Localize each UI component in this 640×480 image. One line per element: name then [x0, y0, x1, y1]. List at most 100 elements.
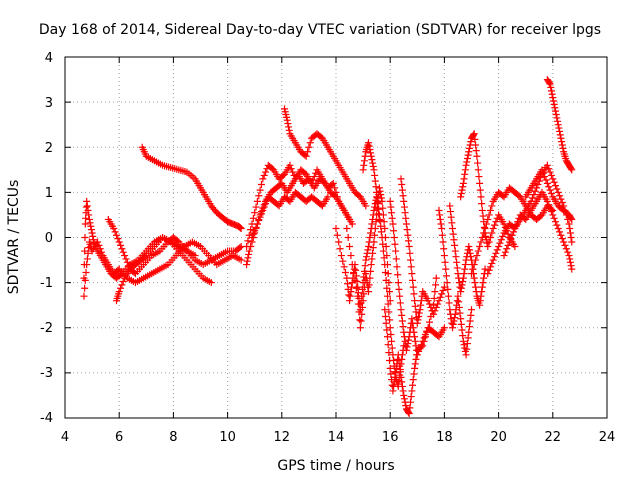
data-point	[371, 177, 379, 185]
data-point	[375, 211, 383, 219]
data-point	[547, 83, 555, 91]
data-point	[557, 195, 565, 203]
data-point	[451, 241, 459, 249]
data-point	[467, 253, 475, 261]
data-point	[96, 245, 104, 253]
data-point	[454, 292, 462, 300]
data-point	[403, 226, 411, 234]
data-point	[530, 191, 538, 199]
series-arc-h	[281, 105, 370, 210]
series-arc-p	[435, 206, 475, 359]
data-point	[362, 253, 370, 261]
x-tick-label: 22	[545, 430, 562, 445]
data-point	[249, 214, 257, 222]
data-point	[486, 263, 494, 271]
data-point	[404, 231, 412, 239]
data-point	[121, 252, 129, 260]
data-point	[390, 234, 398, 241]
axis-ticks	[64, 56, 608, 419]
data-point	[400, 395, 408, 403]
data-point	[538, 166, 546, 174]
data-point	[375, 205, 383, 213]
data-point	[425, 318, 433, 326]
data-point	[466, 249, 474, 257]
data-point	[377, 222, 385, 230]
data-point	[367, 149, 375, 157]
data-point	[475, 173, 483, 181]
data-point	[360, 161, 368, 169]
data-point	[390, 227, 398, 235]
data-point	[566, 224, 574, 232]
data-point	[461, 265, 469, 273]
data-point	[366, 234, 374, 241]
data-point	[485, 211, 493, 219]
data-point	[453, 258, 461, 266]
data-point	[332, 224, 340, 232]
data-point	[461, 166, 469, 174]
data-point	[491, 253, 499, 261]
data-point	[373, 188, 381, 196]
data-point	[404, 340, 412, 348]
data-point	[446, 208, 454, 216]
data-point	[119, 277, 127, 285]
series-arc-g	[243, 161, 354, 251]
data-point	[416, 344, 424, 352]
data-point	[255, 192, 263, 200]
data-point	[352, 284, 360, 292]
data-point	[247, 226, 255, 234]
x-tick-label: 10	[219, 430, 236, 445]
data-point	[554, 117, 562, 125]
data-point	[432, 274, 440, 282]
data-point	[546, 204, 554, 212]
data-point	[360, 290, 368, 298]
data-point	[375, 184, 383, 192]
series-arc-v	[543, 76, 576, 174]
data-point	[416, 306, 424, 314]
data-point	[393, 263, 401, 271]
data-point	[392, 247, 400, 255]
data-point	[249, 230, 257, 238]
data-point	[94, 238, 102, 246]
data-point	[457, 320, 465, 328]
data-point	[531, 187, 539, 195]
data-point	[492, 249, 500, 257]
data-point	[402, 220, 410, 228]
data-point	[460, 341, 468, 349]
data-point	[456, 309, 464, 317]
data-point	[407, 256, 415, 264]
data-point	[382, 319, 390, 327]
data-point	[450, 317, 458, 325]
series-arc-d	[112, 234, 199, 305]
data-point	[568, 215, 576, 223]
data-point	[435, 297, 443, 305]
data-point	[396, 299, 404, 307]
data-point	[543, 197, 551, 205]
data-point	[495, 243, 503, 251]
data-point	[394, 355, 402, 363]
data-point	[489, 224, 497, 232]
data-point	[432, 281, 440, 289]
data-point	[566, 258, 574, 266]
data-point	[404, 336, 412, 344]
data-point	[455, 303, 463, 311]
data-point	[415, 312, 423, 320]
data-point	[440, 245, 448, 253]
data-point	[395, 356, 403, 364]
data-point	[465, 144, 473, 152]
data-point	[248, 234, 256, 241]
data-point	[401, 209, 409, 217]
data-point	[366, 146, 374, 154]
data-point	[478, 200, 486, 208]
data-point	[118, 281, 126, 289]
data-point	[289, 168, 297, 176]
data-point	[305, 143, 313, 151]
data-point	[359, 166, 367, 174]
data-point	[122, 255, 130, 263]
data-point	[408, 315, 416, 323]
data-point	[115, 238, 123, 246]
data-point	[552, 218, 560, 226]
data-point	[395, 285, 403, 293]
data-point	[87, 222, 95, 230]
data-point	[567, 214, 575, 222]
